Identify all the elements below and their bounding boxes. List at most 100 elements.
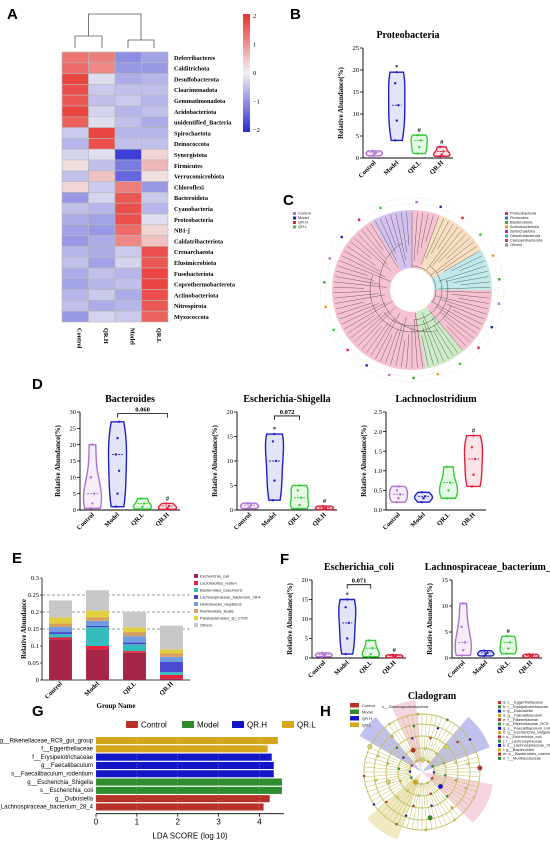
- heatmap-cell: [114, 289, 142, 301]
- cladogram-node: [464, 786, 467, 790]
- heatmap-cell: [141, 62, 169, 74]
- violin-shape: [463, 434, 484, 488]
- y-tick-label: 0: [356, 155, 359, 162]
- heatmap-cell: [61, 224, 89, 236]
- cladogram-node: [406, 789, 409, 792]
- heatmap-column-label: Model: [128, 328, 135, 345]
- stacked-bar-segment: [86, 610, 109, 618]
- legend-entry: Proteobacteria: [510, 211, 537, 216]
- y-tick-label: 15: [70, 458, 77, 465]
- cladogram-branch: [364, 772, 411, 778]
- violin-shape: [132, 497, 153, 510]
- tree-branch: [421, 216, 439, 265]
- chart-escherichia-coli: 0 5 10 15 20 Escherichia_coli Relative Abundan…: [286, 562, 406, 680]
- stacked-bar-segment: [49, 637, 72, 640]
- cladogram-node: [432, 771, 436, 774]
- chart-stacked-abundance: 0 0.05 0.1 0.15 0.2 0.25 0.3 Relative Abundance…: [20, 574, 261, 711]
- cladogram-branch: [364, 773, 411, 783]
- cladogram-node: [446, 718, 449, 722]
- cladogram-branch: [428, 781, 456, 820]
- lda-bar: [96, 786, 282, 794]
- tree-branch: [425, 218, 444, 260]
- tree-marker: [461, 216, 464, 220]
- tree-marker: [412, 376, 415, 380]
- x-category-label: QR.H: [311, 511, 328, 528]
- violin-data-point: [482, 649, 486, 652]
- cladogram-branch: [433, 761, 480, 771]
- cladogram-branch: [423, 714, 433, 761]
- cladogram-branch: [416, 714, 422, 761]
- y-tick-label: 15: [302, 597, 309, 604]
- violin-data-point: [531, 654, 534, 657]
- violin-data-point: [395, 119, 398, 122]
- lda-bar: [96, 753, 272, 761]
- stacked-bar-segment: [49, 639, 72, 680]
- heatmap-cell: [141, 51, 169, 64]
- violin-data-point: [397, 485, 400, 488]
- stacked-bar-segment: [86, 646, 109, 650]
- chart-lachnoclostridium: 0.0 0.5 1.0 1.5 2.0 2.5 Lachnoclostridium Relat…: [360, 394, 486, 532]
- violin-data-point: [463, 641, 467, 644]
- heatmap-cell: [61, 235, 89, 247]
- y-tick-label: 5: [305, 636, 308, 643]
- heatmap-cell: [88, 127, 116, 139]
- heatmap-cell: [88, 51, 116, 64]
- legend-entry: n: f__Muribaculaceae: [503, 756, 542, 761]
- heatmap-cell: [141, 256, 169, 269]
- legend-entry: Model: [362, 710, 373, 715]
- tree-branch: [390, 214, 406, 267]
- x-category-label: QR.H: [518, 659, 535, 676]
- heatmap-cell: [61, 159, 89, 172]
- heatmap-cell: [114, 300, 142, 312]
- violin-data-point: [460, 654, 463, 657]
- y-tick-label: 0: [230, 507, 233, 514]
- violin-data-point: [347, 621, 351, 625]
- heatmap-cell: [141, 224, 169, 236]
- violin-data-point: [422, 497, 425, 500]
- violin-data-point: [116, 492, 119, 495]
- cladogram-node: [472, 796, 476, 799]
- heatmap-cell: [88, 116, 116, 128]
- violin-shape: [338, 598, 357, 655]
- lda-feature-label: g__Escherichia_Shigella: [27, 780, 93, 786]
- panel-letter-g: G: [32, 703, 44, 720]
- y-tick-label: 25: [70, 426, 77, 433]
- cladogram-branch: [425, 783, 443, 827]
- legend-entry: QR.L: [297, 721, 316, 730]
- stacked-bar-segment: [123, 636, 146, 643]
- x-category-label: QR.L: [496, 659, 513, 676]
- legend-entry: Control: [141, 721, 167, 730]
- tree-branch: [375, 312, 400, 359]
- legend-entry: Control: [362, 703, 375, 708]
- lda-feature-label: f__Erysipelotrichaceae: [32, 755, 93, 761]
- tree-branch: [341, 255, 386, 278]
- heatmap-cell: [88, 181, 116, 193]
- lda-bar: [96, 803, 264, 811]
- y-tick-label: 5: [73, 491, 76, 498]
- heatmap-row-label: Crenarchaeota: [174, 249, 213, 256]
- violin-data-point: [448, 481, 452, 484]
- x-category-label: QR.L: [287, 511, 304, 528]
- violin-data-point: [371, 647, 374, 650]
- x-category-label: Control: [382, 511, 402, 531]
- legend-entry: Control: [298, 211, 311, 216]
- violin-data-point: [299, 496, 303, 499]
- violin-data-point: [139, 507, 143, 511]
- chart-escherichia-shigella: 0 5 10 15 20 Escherichia-Shigella Relative Abu…: [211, 394, 337, 532]
- cladogram-node: [454, 779, 458, 782]
- heatmap-cell: [141, 138, 169, 150]
- tree-branch: [406, 212, 410, 246]
- violin-data-point: [442, 150, 445, 153]
- cladogram-node: [386, 762, 390, 765]
- tree-branch: [452, 309, 483, 325]
- violin-data-point: [419, 139, 423, 142]
- legend-entry: i: s__Escherichia_coli: [503, 734, 542, 739]
- significance-marker: #: [507, 628, 511, 635]
- x-category-label: QR.L: [436, 511, 453, 528]
- x-category-label: Model: [333, 659, 351, 677]
- significance-marker: #: [166, 495, 170, 502]
- lda-bar: [96, 770, 274, 778]
